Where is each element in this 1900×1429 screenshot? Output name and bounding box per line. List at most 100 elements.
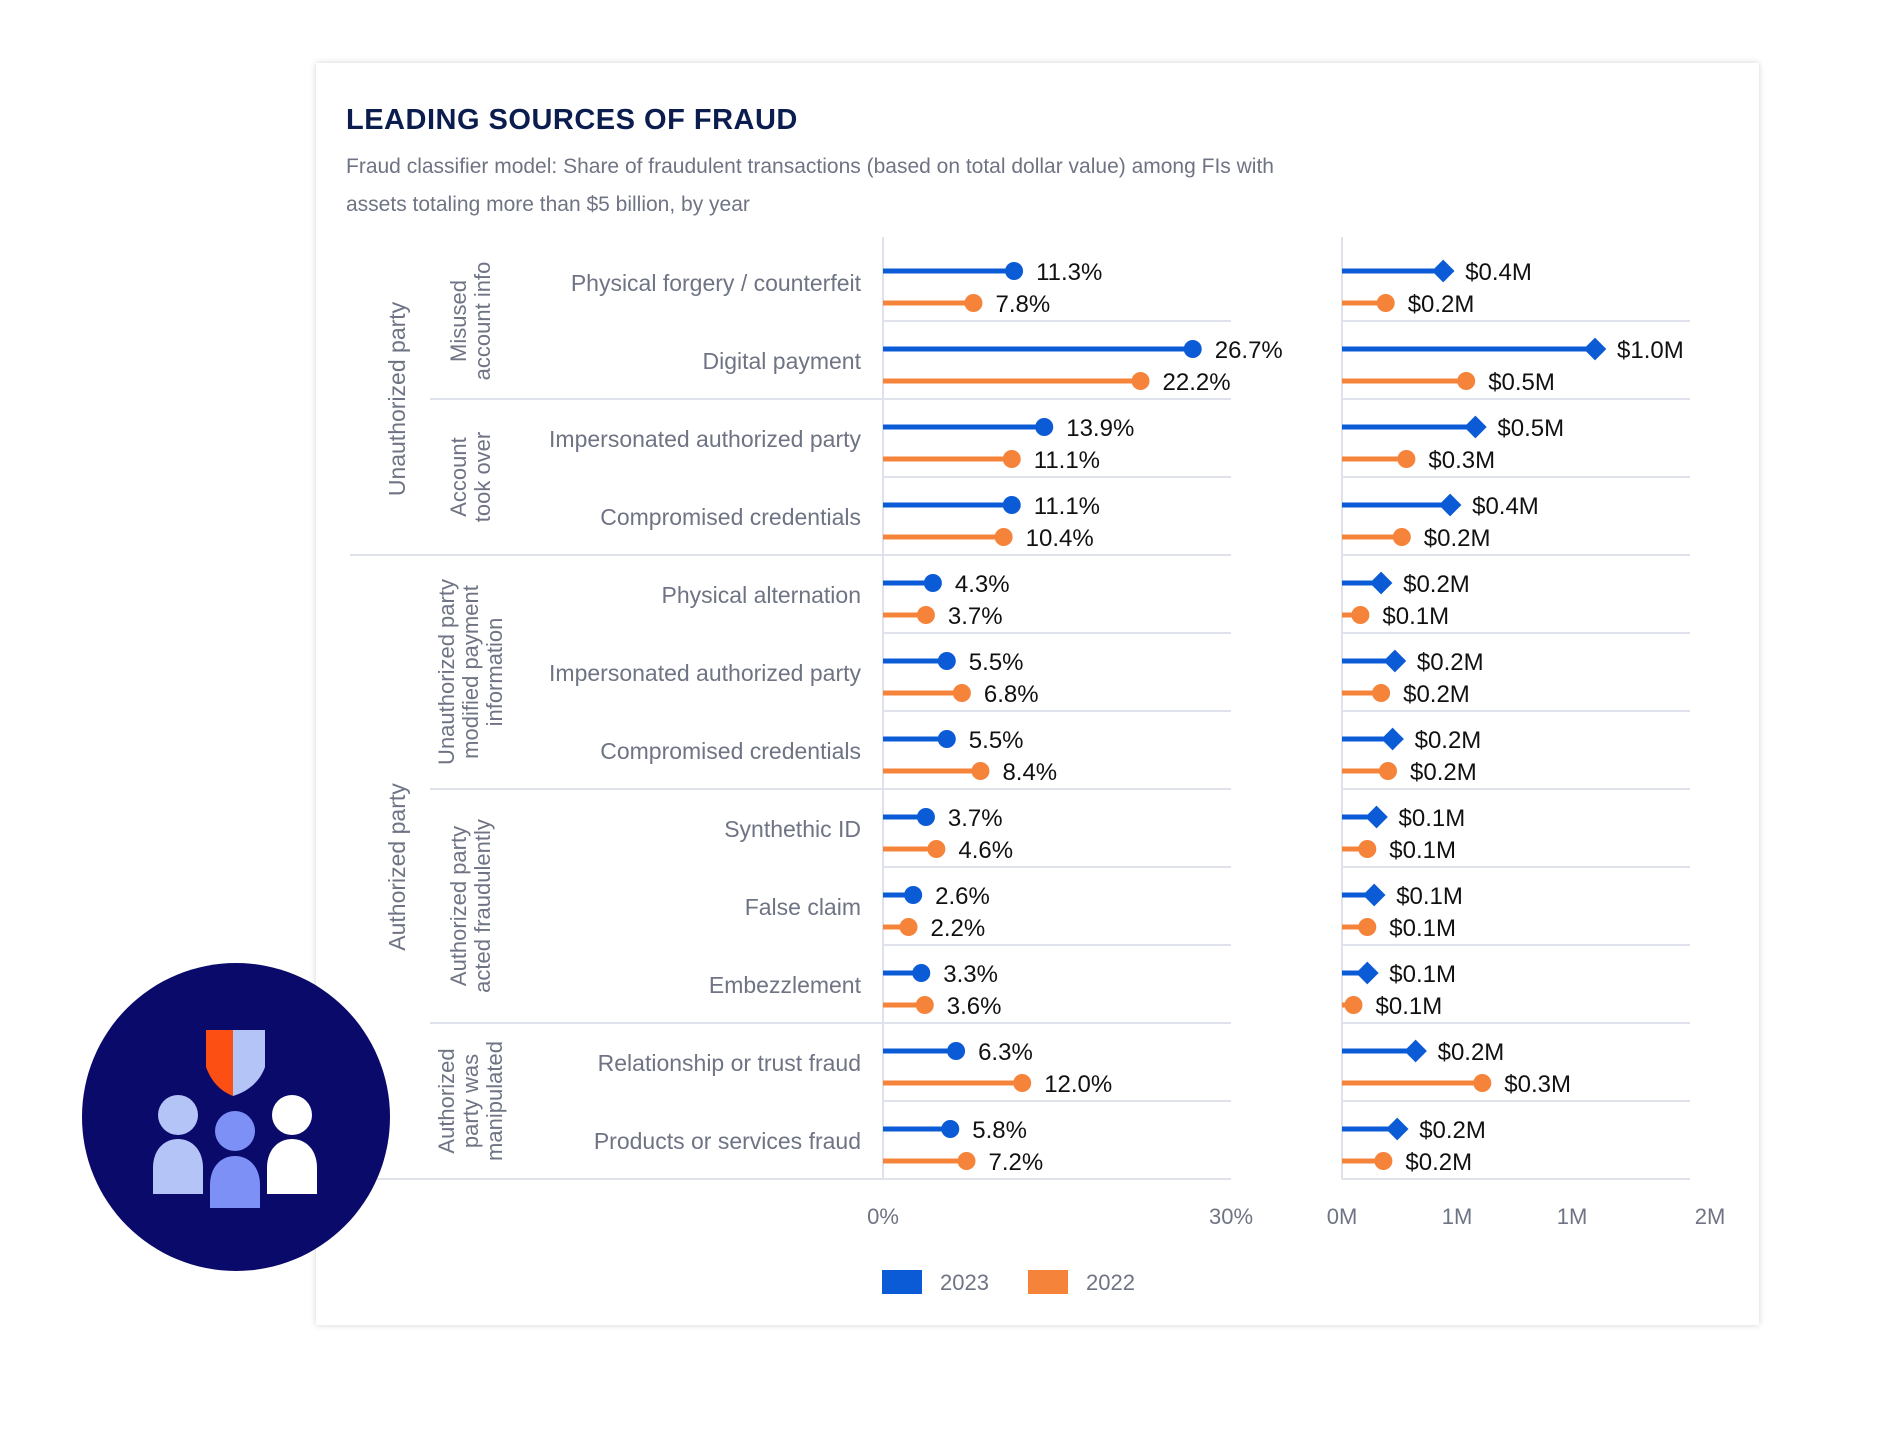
marker-2022 xyxy=(1013,1074,1032,1092)
x-tick-label: 2M xyxy=(1695,1204,1726,1229)
x-tick-label: 0M xyxy=(1327,1204,1358,1229)
marker-2023 xyxy=(1431,259,1455,283)
group-label: Authorized party xyxy=(384,783,410,951)
marker-2022 xyxy=(899,918,918,936)
data-label: 13.9% xyxy=(1066,415,1134,442)
marker-2023 xyxy=(1383,649,1407,673)
shield-right-half xyxy=(233,1030,265,1096)
data-label: 7.8% xyxy=(995,291,1050,318)
person-right-body xyxy=(267,1139,317,1194)
data-label: 5.8% xyxy=(972,1117,1027,1144)
data-label: $0.5M xyxy=(1488,369,1555,396)
data-label: $0.2M xyxy=(1419,1117,1486,1144)
marker-2022 xyxy=(927,840,946,858)
data-label: $0.2M xyxy=(1438,1039,1505,1066)
marker-2022 xyxy=(1473,1074,1492,1092)
data-label: 3.7% xyxy=(948,805,1003,832)
category-label: Embezzlement xyxy=(709,972,862,998)
data-label: $0.4M xyxy=(1472,493,1539,520)
marker-2022 xyxy=(915,996,934,1014)
marker-2022 xyxy=(1457,372,1476,390)
data-label: $0.2M xyxy=(1405,1149,1472,1176)
marker-2022 xyxy=(1131,372,1150,390)
data-label: 7.2% xyxy=(989,1149,1044,1176)
data-label: $0.1M xyxy=(1376,993,1443,1020)
subgroup-label: Account xyxy=(446,437,471,517)
marker-2022 xyxy=(1351,606,1370,624)
data-label: 2.2% xyxy=(931,915,986,942)
data-label: 4.3% xyxy=(955,571,1010,598)
data-label: 8.4% xyxy=(1002,759,1057,786)
marker-2022 xyxy=(1372,684,1391,702)
category-label: Products or services fraud xyxy=(594,1128,861,1154)
category-label: Relationship or trust fraud xyxy=(598,1050,861,1076)
chart-title: LEADING SOURCES OF FRAUD xyxy=(346,104,798,136)
marker-2023 xyxy=(923,574,942,592)
x-tick-label: 0% xyxy=(867,1204,899,1229)
data-label: $0.1M xyxy=(1389,915,1456,942)
category-label: Physical forgery / counterfeit xyxy=(571,270,862,296)
group-label: Unauthorized party xyxy=(384,301,410,496)
subgroup-label: account info xyxy=(470,262,495,381)
subgroup-label: Authorized xyxy=(434,1048,459,1153)
data-label: $0.2M xyxy=(1403,681,1470,708)
marker-2022 xyxy=(1344,996,1363,1014)
marker-2022 xyxy=(1002,450,1021,468)
data-label: $0.1M xyxy=(1389,961,1456,988)
category-label: Digital payment xyxy=(702,348,861,374)
marker-2023 xyxy=(1404,1039,1427,1063)
marker-2022 xyxy=(916,606,935,624)
marker-2022 xyxy=(957,1152,976,1170)
marker-2023 xyxy=(904,886,923,904)
data-label: $0.2M xyxy=(1424,525,1491,552)
marker-2022 xyxy=(1397,450,1416,468)
data-label: $0.2M xyxy=(1408,291,1475,318)
category-label: Synthethic ID xyxy=(724,816,861,842)
data-label: $0.5M xyxy=(1497,415,1564,442)
x-tick-label: 30% xyxy=(1209,1204,1253,1229)
category-label: Compromised credentials xyxy=(600,738,861,764)
data-label: $1.0M xyxy=(1617,337,1684,364)
data-label: 12.0% xyxy=(1044,1071,1112,1098)
data-label: $0.3M xyxy=(1428,447,1495,474)
marker-2022 xyxy=(1358,918,1377,936)
chart-subtitle: Fraud classifier model: Share of fraudul… xyxy=(346,155,1274,216)
subgroup-label: Misused xyxy=(446,280,471,362)
subgroup-label: party was xyxy=(458,1054,483,1148)
marker-2023 xyxy=(937,652,956,670)
legend-swatch-2023 xyxy=(882,1270,922,1294)
legend-label: 2023 xyxy=(940,1270,989,1295)
data-label: 4.6% xyxy=(958,837,1013,864)
category-label: Impersonated authorized party xyxy=(549,660,861,686)
marker-2023 xyxy=(912,964,931,982)
marker-2023 xyxy=(1183,340,1202,358)
marker-2022 xyxy=(952,684,971,702)
data-label: 5.5% xyxy=(969,649,1024,676)
data-label: 11.1% xyxy=(1034,447,1100,474)
marker-2022 xyxy=(1376,294,1395,312)
marker-2022 xyxy=(1379,762,1397,780)
marker-2022 xyxy=(1374,1152,1393,1170)
data-label: $0.4M xyxy=(1465,259,1532,286)
data-label: $0.2M xyxy=(1417,649,1484,676)
data-label: 6.8% xyxy=(984,681,1039,708)
data-label: $0.3M xyxy=(1504,1071,1571,1098)
data-label: $0.2M xyxy=(1415,727,1482,754)
legend-label: 2022 xyxy=(1086,1270,1135,1295)
category-label: False claim xyxy=(745,894,861,920)
marker-2023 xyxy=(1381,727,1404,751)
data-label: 3.7% xyxy=(948,603,1003,630)
data-label: 3.3% xyxy=(943,961,998,988)
person-left-body xyxy=(153,1139,203,1194)
data-label: 10.4% xyxy=(1026,525,1094,552)
marker-2023 xyxy=(937,730,956,748)
marker-2023 xyxy=(1583,337,1607,361)
legend-swatch-2022 xyxy=(1028,1270,1068,1294)
data-label: $0.1M xyxy=(1396,883,1463,910)
marker-2023 xyxy=(1438,493,1462,517)
marker-2023 xyxy=(1369,571,1393,595)
x-tick-label: 1M xyxy=(1557,1204,1588,1229)
shield-people-icon xyxy=(153,1030,317,1208)
marker-2022 xyxy=(994,528,1013,546)
